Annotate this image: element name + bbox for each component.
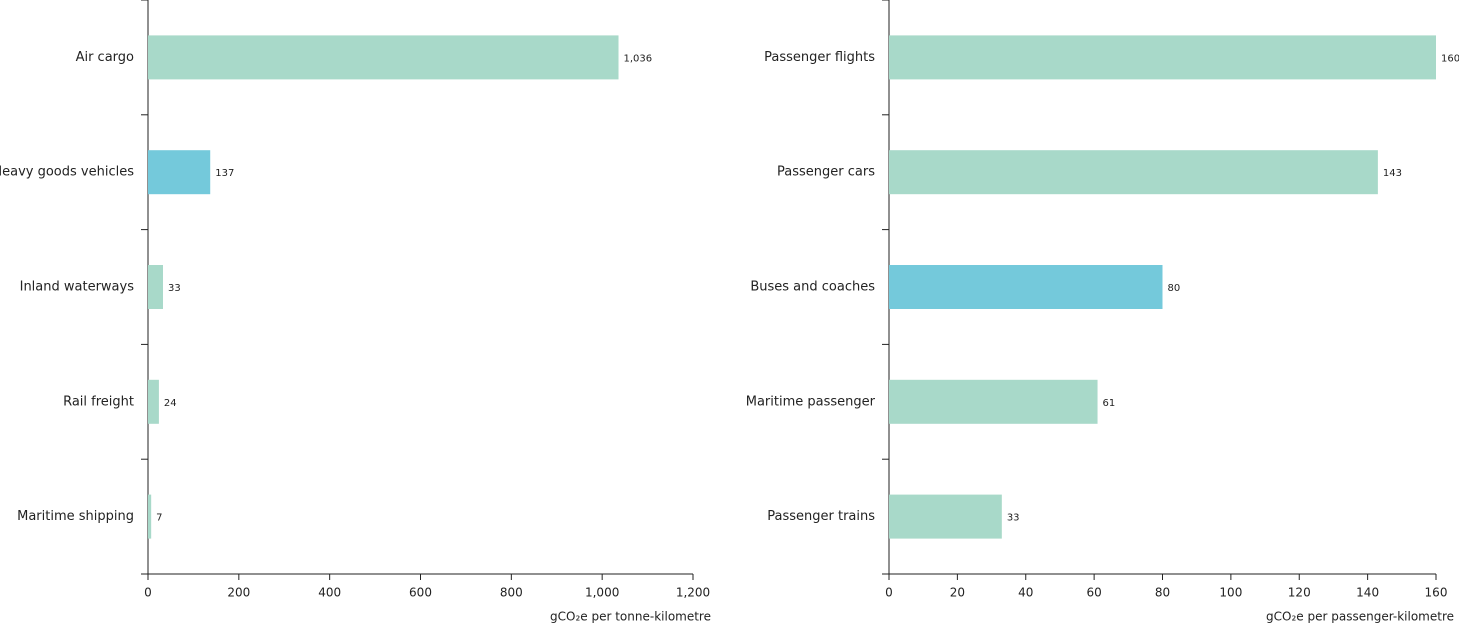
x-axis-label: gCO₂e per passenger-kilometre (1266, 610, 1454, 624)
value-label: 80 (1168, 283, 1181, 294)
value-label: 7 (156, 513, 162, 524)
value-label: 33 (168, 283, 181, 294)
category-label: Buses and coaches (750, 280, 875, 295)
bar (148, 150, 211, 195)
x-tick-label: 800 (500, 586, 523, 600)
bar (148, 494, 152, 539)
bar (148, 35, 619, 80)
category-label: Maritime passenger (746, 394, 876, 409)
x-tick-label: 1,200 (676, 586, 710, 600)
category-label: Maritime shipping (17, 509, 134, 524)
x-axis-label: gCO₂e per tonne-kilometre (550, 610, 711, 624)
x-tick-label: 1,000 (585, 586, 619, 600)
x-tick-label: 160 (1425, 586, 1448, 600)
x-tick-label: 400 (318, 586, 341, 600)
value-label: 33 (1007, 513, 1020, 524)
x-tick-label: 80 (1155, 586, 1170, 600)
bar (148, 265, 163, 309)
x-tick-label: 40 (1018, 586, 1033, 600)
bar (889, 265, 1163, 309)
category-label: Passenger trains (767, 509, 875, 524)
category-label: Heavy goods vehicles (0, 165, 134, 180)
category-label: Passenger flights (764, 50, 875, 65)
value-label: 24 (164, 398, 177, 409)
bar (148, 379, 159, 424)
bar (889, 35, 1436, 80)
bar (889, 494, 1002, 539)
category-label: Rail freight (63, 394, 134, 409)
value-label: 143 (1383, 168, 1402, 179)
value-label: 160 (1441, 53, 1459, 64)
bar (889, 379, 1098, 424)
value-label: 1,036 (624, 53, 653, 64)
x-tick-label: 140 (1356, 586, 1379, 600)
x-tick-label: 0 (144, 586, 152, 600)
category-label: Passenger cars (777, 165, 875, 180)
category-label: Air cargo (76, 50, 134, 65)
x-tick-label: 200 (227, 586, 250, 600)
category-label: Inland waterways (20, 280, 135, 295)
x-tick-label: 120 (1288, 586, 1311, 600)
value-label: 61 (1103, 398, 1116, 409)
x-tick-label: 0 (885, 586, 893, 600)
x-tick-label: 60 (1086, 586, 1101, 600)
x-tick-label: 20 (950, 586, 965, 600)
bar (889, 150, 1378, 195)
value-label: 137 (215, 168, 234, 179)
x-tick-label: 100 (1219, 586, 1242, 600)
x-tick-label: 600 (409, 586, 432, 600)
